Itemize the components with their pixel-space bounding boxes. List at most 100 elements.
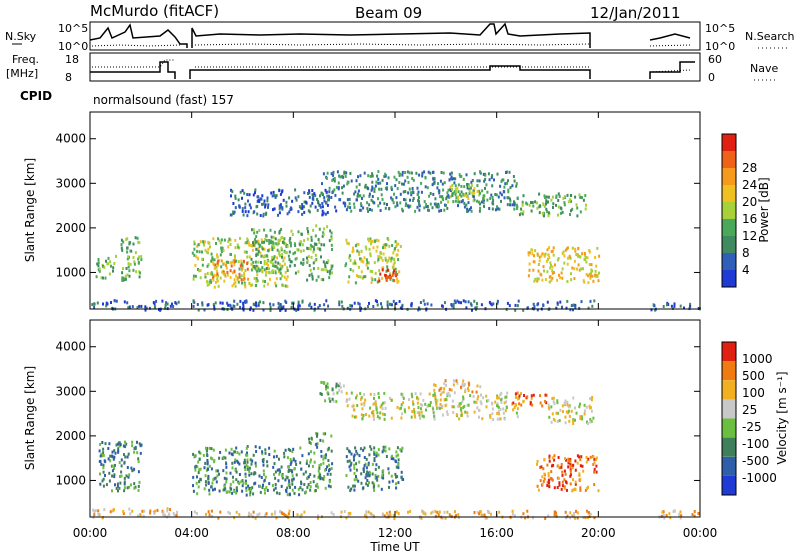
data-cell [213,460,216,464]
data-cell [303,200,306,204]
data-cell [207,481,210,484]
data-cell [108,272,111,276]
data-cell [590,271,592,275]
data-cell [102,451,105,455]
data-cell [432,192,435,196]
data-cell [243,191,246,195]
data-cell [387,467,390,471]
data-cell [417,308,420,312]
data-cell [405,202,408,206]
data-cell [570,272,572,276]
data-cell [130,466,133,470]
data-cell [530,209,533,213]
data-cell [327,304,330,308]
data-cell [296,248,299,252]
data-cell [427,208,430,212]
data-cell [460,408,463,412]
data-cell [450,388,453,392]
data-cell [444,404,447,408]
data-cell [461,400,464,404]
data-cell [368,474,371,478]
data-cell [271,484,274,487]
data-cell [532,268,535,272]
data-cell [212,448,215,452]
data-cell [126,455,129,459]
data-cell [371,172,374,176]
data-cell [251,248,254,252]
data-cell [367,174,370,178]
data-cell [281,206,284,210]
data-cell [573,514,576,518]
data-cell [350,209,353,213]
data-cell [360,396,363,400]
data-cell [579,478,582,481]
data-cell [561,473,564,477]
data-cell [346,198,349,202]
data-cell [583,280,586,284]
data-cell [344,174,347,178]
data-cell [382,252,385,256]
data-cell [314,194,317,197]
data-cell [385,279,388,282]
data-cell [368,453,371,457]
data-cell [429,404,431,407]
data-cell [292,252,295,256]
data-cell [476,189,479,193]
data-cell [252,453,255,457]
data-cell [394,459,397,463]
data-cell [487,399,490,403]
data-cell [374,239,377,243]
data-cell [455,196,458,200]
data-cell [509,186,512,190]
data-cell [242,306,245,310]
data-cell [512,175,515,178]
data-cell [192,484,194,488]
data-cell [350,391,353,395]
data-cell [435,205,438,209]
data-cell [280,246,283,250]
data-cell [131,444,134,448]
data-cell [268,446,271,450]
data-cell [452,405,455,409]
data-cell [264,254,266,258]
data-cell [678,513,681,517]
data-cell [256,247,259,251]
data-cell [319,463,322,467]
data-cell [166,302,169,306]
data-cell [314,259,317,263]
colorbar-tick-label: -25 [742,420,762,434]
data-cell [113,299,116,303]
data-cell [276,243,279,247]
data-cell [244,465,247,469]
data-cell [496,402,499,406]
data-cell [589,418,592,421]
data-cell [572,422,575,425]
data-cell [503,417,506,421]
data-cell [130,249,133,253]
data-cell [275,516,278,520]
data-cell [331,248,333,251]
data-cell [552,463,555,467]
data-cell [260,476,263,479]
data-cell [195,481,198,485]
data-cell [261,450,264,454]
data-cell [216,261,219,265]
data-cell [324,432,327,436]
data-cell [382,243,385,247]
data-cell [451,304,454,308]
data-cell [274,486,277,490]
data-cell [384,256,387,260]
data-cell [580,455,583,459]
data-cell [133,482,136,486]
data-cell [222,249,225,252]
data-cell [294,196,297,200]
data-cell [349,304,352,308]
data-cell [232,210,235,214]
data-cell [381,268,384,272]
data-cell [97,258,100,261]
data-cell [284,242,287,246]
freq-tick-top: 18 [65,53,79,66]
data-cell [232,475,234,479]
data-cell [330,467,333,471]
data-cell [394,267,397,271]
